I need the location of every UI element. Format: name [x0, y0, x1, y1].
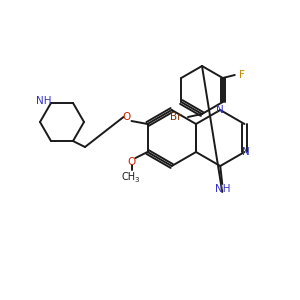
Text: CH: CH [122, 172, 136, 182]
Text: O: O [122, 112, 130, 122]
Text: Br: Br [170, 112, 182, 122]
Text: F: F [239, 70, 245, 80]
Text: 3: 3 [134, 177, 139, 183]
Text: NH: NH [215, 184, 231, 194]
Text: O: O [128, 157, 136, 167]
Text: N: N [242, 147, 249, 157]
Text: NH: NH [36, 96, 52, 106]
Text: N: N [216, 105, 224, 115]
